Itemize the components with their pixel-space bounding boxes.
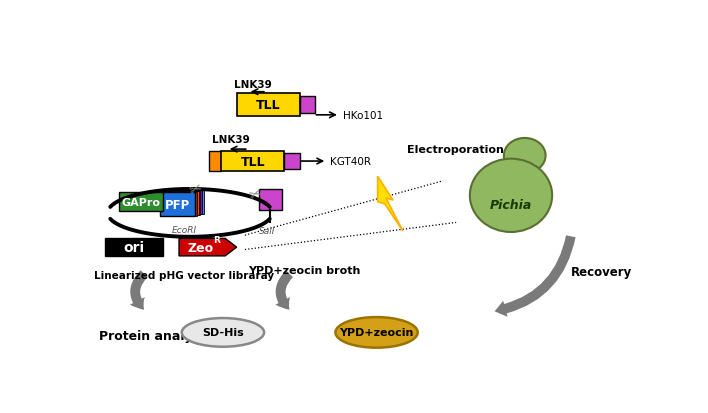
Text: ✂: ✂ [247,185,264,204]
Text: Protein analysis: Protein analysis [99,329,212,342]
Text: Pichia: Pichia [490,199,532,212]
Text: HKo101: HKo101 [343,111,382,121]
FancyBboxPatch shape [236,94,299,116]
Ellipse shape [470,159,552,233]
Ellipse shape [182,318,264,347]
Text: SD-His: SD-His [202,328,244,337]
Text: Electroporation: Electroporation [406,145,503,155]
Text: SalI: SalI [258,226,275,235]
Text: GAPro: GAPro [121,197,160,207]
Text: LNK39: LNK39 [234,79,272,89]
FancyArrowPatch shape [130,271,147,310]
FancyBboxPatch shape [160,192,195,216]
Text: ori: ori [123,240,144,254]
Text: TLL: TLL [256,99,280,112]
FancyBboxPatch shape [299,97,315,114]
FancyBboxPatch shape [285,154,299,170]
Polygon shape [377,177,403,231]
FancyBboxPatch shape [210,151,222,172]
Text: EcoRI: EcoRI [172,225,197,234]
FancyBboxPatch shape [161,192,197,216]
Text: Linearized pHG vector libraray: Linearized pHG vector libraray [94,271,274,280]
Text: KGT40R: KGT40R [330,157,371,167]
Text: LNK39: LNK39 [212,135,250,145]
Text: ✂: ✂ [187,180,204,199]
Ellipse shape [504,139,546,173]
FancyBboxPatch shape [160,192,195,216]
Polygon shape [179,239,236,256]
FancyBboxPatch shape [168,190,204,214]
FancyBboxPatch shape [163,192,199,216]
Text: YPD+zeocin: YPD+zeocin [339,328,413,337]
FancyBboxPatch shape [222,151,285,172]
FancyArrowPatch shape [494,236,576,317]
Text: Zeo: Zeo [188,241,214,254]
FancyArrowPatch shape [275,271,293,310]
FancyBboxPatch shape [105,239,163,256]
FancyBboxPatch shape [166,191,202,215]
Text: YPD+zeocin broth: YPD+zeocin broth [248,266,360,275]
FancyBboxPatch shape [119,192,163,212]
Text: R: R [214,235,220,244]
FancyBboxPatch shape [165,191,200,215]
FancyBboxPatch shape [258,190,282,210]
Text: TLL: TLL [241,155,266,168]
Ellipse shape [336,317,418,348]
Text: PFP: PFP [165,198,190,211]
Text: Recovery: Recovery [571,266,632,279]
